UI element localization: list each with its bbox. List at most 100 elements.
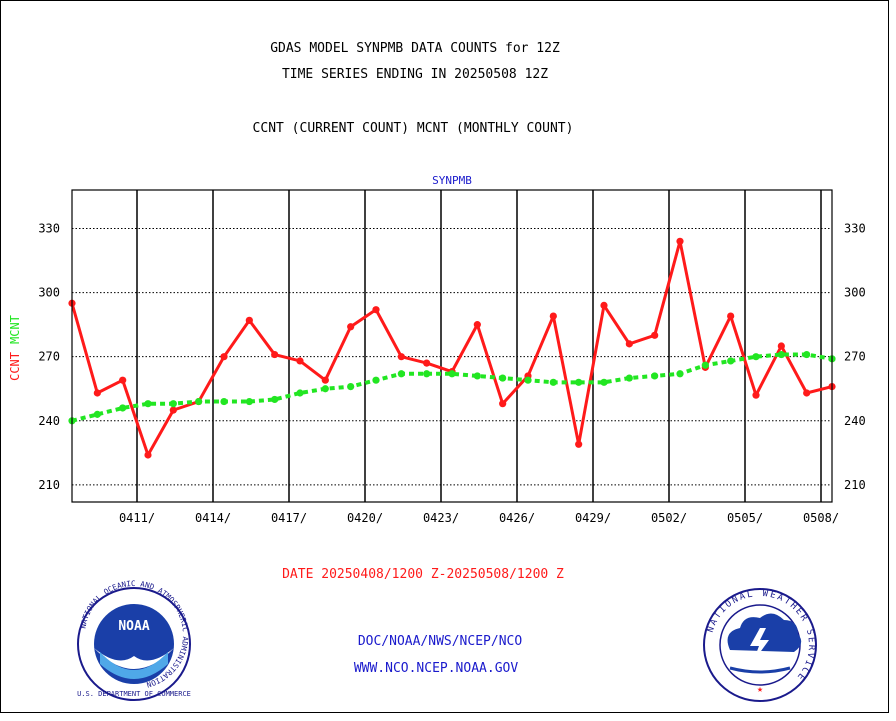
data-point-ccnt: [245, 316, 253, 324]
data-point-ccnt: [651, 331, 659, 339]
data-point-ccnt: [271, 350, 279, 359]
x-tick-label: 0414/: [195, 511, 231, 525]
x-tick-label: 0426/: [499, 511, 535, 525]
x-tick-label: 0411/: [119, 511, 155, 525]
data-point-mcnt: [245, 397, 253, 406]
horizontal-gridlines: [72, 227, 832, 486]
noaa-logo-bottom-text: U.S. DEPARTMENT OF COMMERCE: [77, 690, 191, 698]
svg-text:CCNTMCNT: CCNT MCNT: [8, 315, 22, 381]
noaa-logo: NOAA NATIONAL OCEANIC AND ATMOSPHERIC AD…: [77, 579, 191, 701]
data-point-ccnt: [144, 451, 152, 459]
y-tick-label-right: 240: [844, 414, 866, 428]
data-point-ccnt: [499, 400, 507, 408]
data-point-ccnt: [220, 353, 228, 361]
data-point-mcnt: [347, 383, 355, 391]
series-layer: [68, 237, 836, 459]
data-point-mcnt: [144, 400, 152, 408]
y-tick-label-right: 270: [844, 350, 866, 364]
y-tick-label-left: 300: [38, 286, 60, 300]
x-axis-label: DATE 20250408/1200 Z-20250508/1200 Z: [282, 567, 564, 582]
plot-area: 210 210 240 240 270 270 300 300 330 330 0411/0414…: [38, 189, 866, 525]
data-point-ccnt: [676, 237, 684, 245]
x-tick-label: 0417/: [271, 511, 307, 525]
data-point-ccnt: [549, 312, 557, 320]
data-point-mcnt: [549, 378, 557, 386]
data-point-ccnt: [575, 440, 583, 448]
data-point-mcnt: [473, 372, 481, 380]
data-point-mcnt: [271, 395, 279, 404]
footer-website: WWW.NCO.NCEP.NOAA.GOV: [354, 661, 519, 676]
y-tick-label-left: 210: [38, 478, 60, 492]
x-tick-label: 0508/: [803, 511, 839, 525]
data-point-ccnt: [397, 353, 405, 361]
data-point-ccnt: [169, 406, 177, 414]
data-point-mcnt: [93, 410, 101, 418]
data-point-mcnt: [575, 378, 583, 386]
x-tick-labels: 0411/0414/0417/0420/0423/0426/0429/0502/…: [119, 511, 839, 525]
data-point-mcnt: [600, 378, 608, 386]
x-tick-label: 0502/: [651, 511, 687, 525]
data-point-mcnt: [448, 370, 456, 378]
vertical-gridlines: [136, 190, 822, 502]
y-tick-label-right: 330: [844, 221, 866, 235]
nws-logo: ★ NATIONAL WEATHER SERVICE: [703, 588, 817, 702]
svg-text:★: ★: [757, 684, 763, 695]
data-point-mcnt: [524, 376, 532, 384]
y-tick-label-left: 270: [38, 350, 60, 364]
data-point-mcnt: [625, 374, 633, 382]
chart-title-line-1: GDAS MODEL SYNPMB DATA COUNTS for 12Z: [270, 41, 560, 56]
plot-border: [71, 189, 833, 503]
series-mcnt: [68, 350, 836, 425]
x-tick-label: 0505/: [727, 511, 763, 525]
chart-title-line-2: TIME SERIES ENDING IN 20250508 12Z: [282, 67, 548, 82]
x-tick-label: 0423/: [423, 511, 459, 525]
data-point-ccnt: [119, 376, 127, 384]
data-point-ccnt: [803, 389, 811, 397]
data-point-ccnt: [600, 301, 608, 309]
data-point-mcnt: [727, 357, 735, 365]
series-line-ccnt: [70, 239, 833, 457]
data-point-ccnt: [752, 391, 760, 399]
data-point-mcnt: [372, 376, 380, 384]
y-axis-label-mcnt: MCNT: [8, 315, 22, 344]
data-point-mcnt: [651, 372, 659, 380]
data-point-ccnt: [296, 357, 304, 365]
data-point-ccnt: [372, 306, 380, 314]
data-point-mcnt: [397, 370, 405, 378]
data-point-mcnt: [676, 370, 684, 378]
y-axis-label-ccnt: CCNT: [8, 352, 22, 381]
data-point-ccnt: [321, 376, 329, 384]
data-point-ccnt: [727, 312, 735, 320]
x-tick-label: 0429/: [575, 511, 611, 525]
y-tick-labels: 210 210 240 240 270 270 300 300 330 330: [38, 221, 865, 491]
data-point-mcnt: [499, 374, 507, 382]
data-point-ccnt: [625, 340, 633, 348]
plot-title: SYNPMB: [432, 174, 472, 187]
y-axis-label: CCNT MCNT: [8, 315, 22, 381]
legend-description: CCNT (CURRENT COUNT) MCNT (MONTHLY COUNT…: [253, 121, 574, 136]
data-point-mcnt: [701, 361, 709, 369]
y-tick-label-left: 330: [38, 221, 60, 235]
data-point-ccnt: [777, 342, 785, 350]
data-point-mcnt: [169, 400, 177, 408]
data-point-mcnt: [803, 350, 811, 359]
data-point-ccnt: [93, 389, 101, 397]
y-tick-label-left: 240: [38, 414, 60, 428]
data-point-ccnt: [473, 321, 481, 329]
footer-org-path: DOC/NOAA/NWS/NCEP/NCO: [358, 634, 523, 649]
series-line-mcnt: [71, 352, 833, 423]
data-point-mcnt: [119, 404, 127, 412]
data-point-mcnt: [296, 389, 304, 397]
data-point-mcnt: [423, 370, 431, 378]
data-point-mcnt: [321, 385, 329, 393]
x-tick-label: 0420/: [347, 511, 383, 525]
data-point-mcnt: [752, 353, 760, 361]
data-point-mcnt: [777, 350, 785, 359]
y-tick-label-right: 300: [844, 286, 866, 300]
data-point-ccnt: [347, 323, 355, 331]
data-point-mcnt: [220, 397, 228, 406]
series-ccnt: [68, 237, 836, 459]
